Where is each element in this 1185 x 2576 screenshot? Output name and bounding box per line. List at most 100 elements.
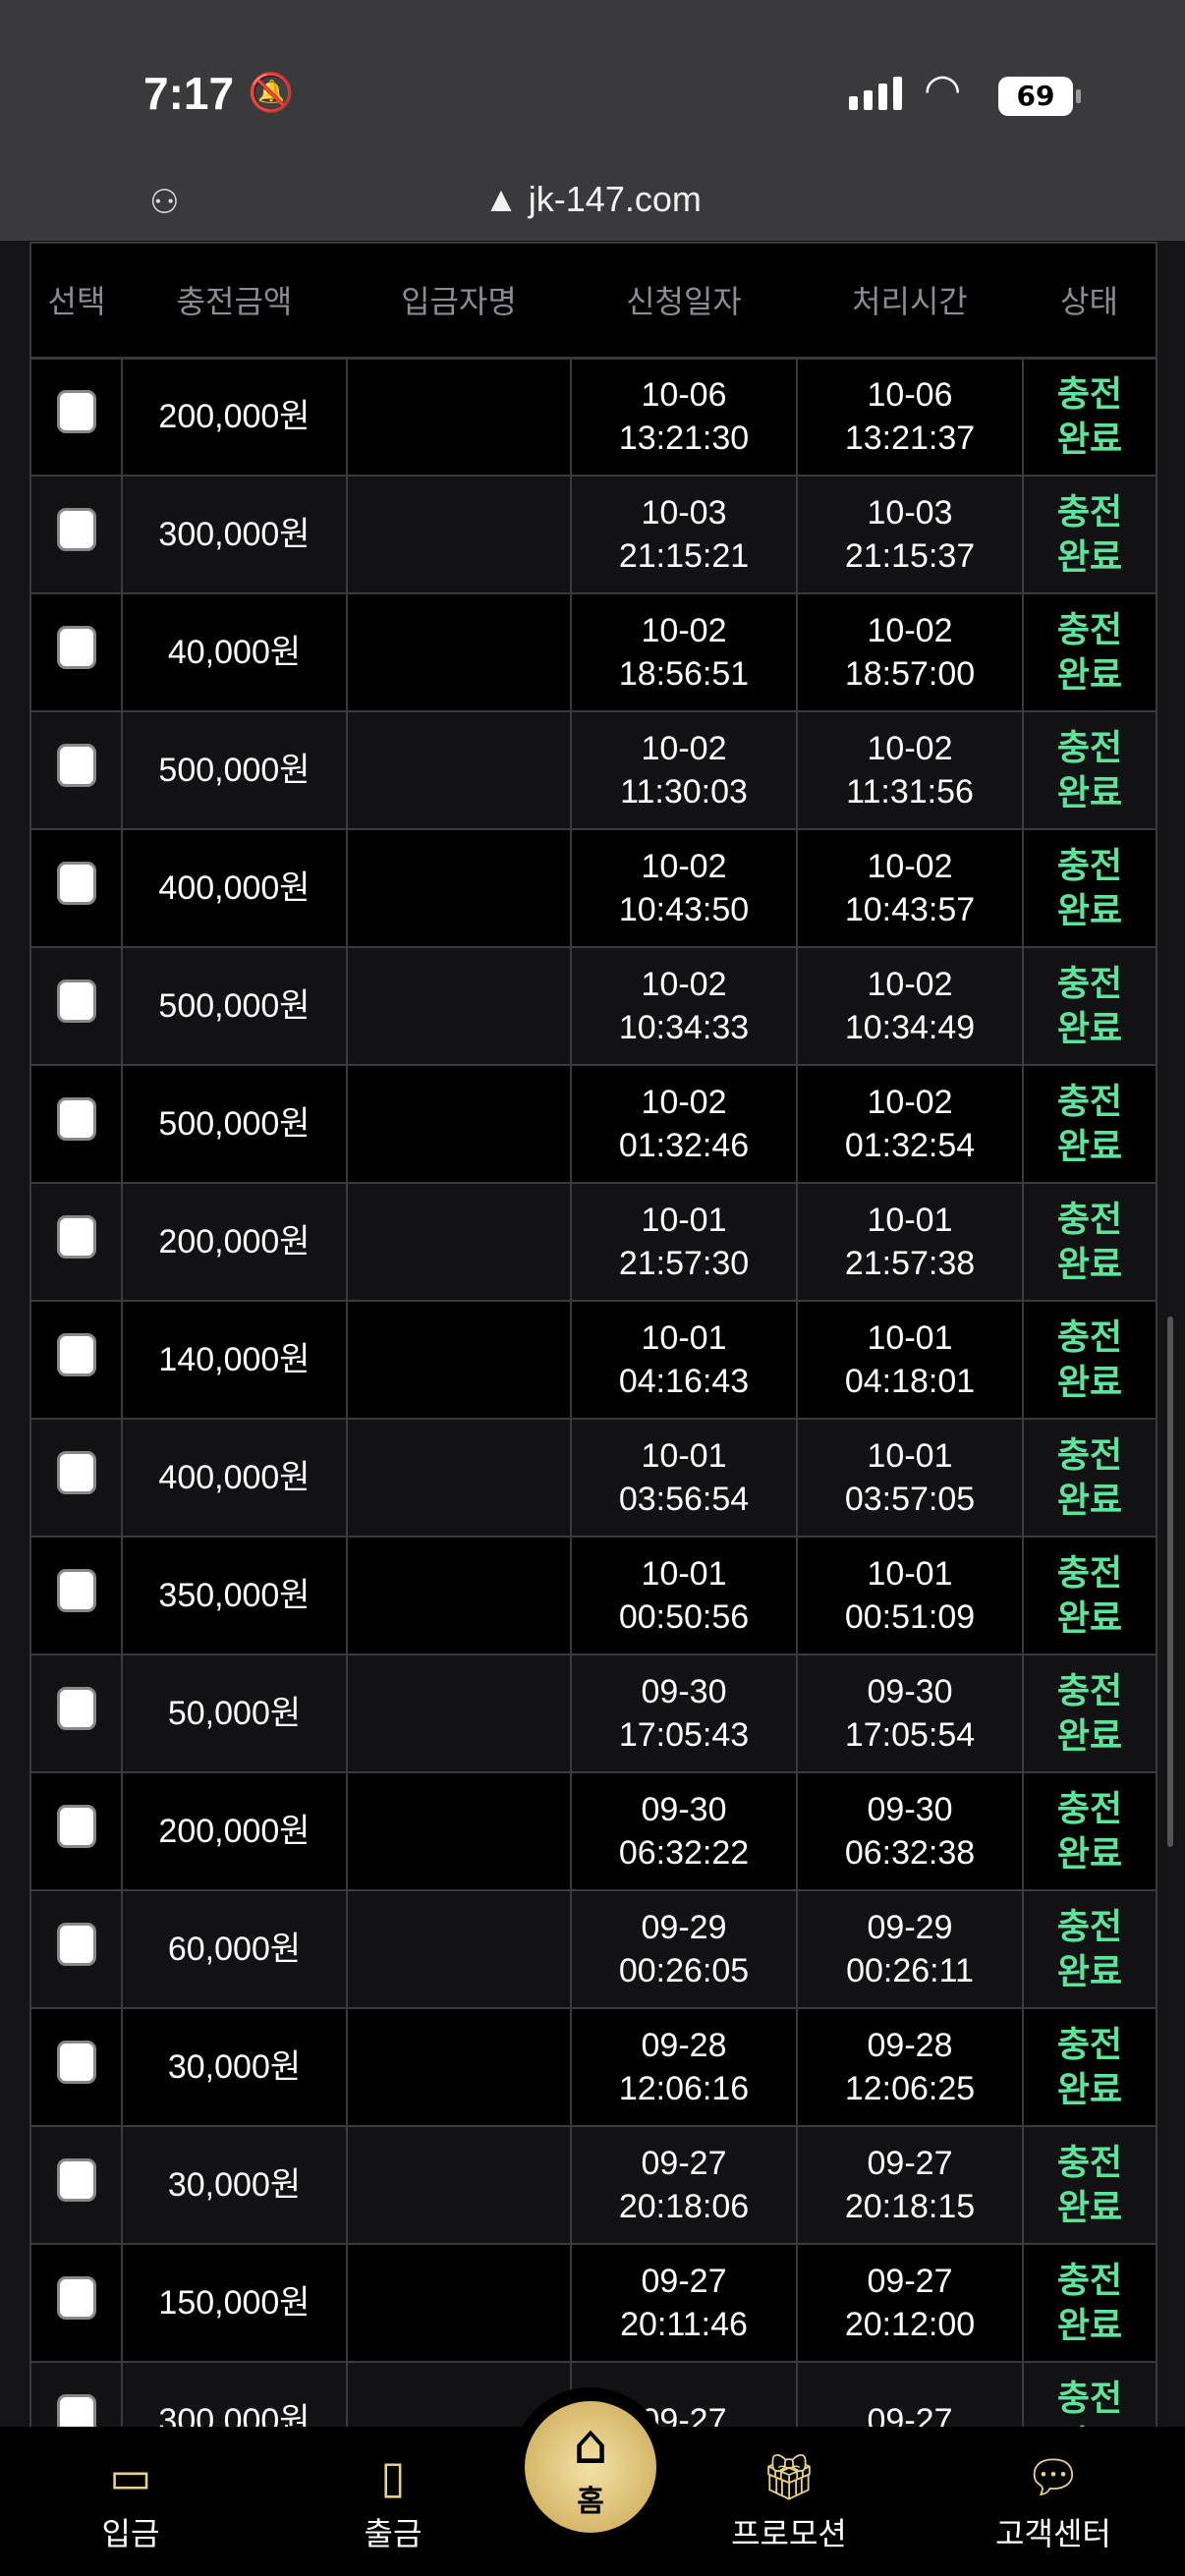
status-badge: 충전 완료 (1022, 475, 1157, 594)
select-checkbox[interactable] (56, 507, 96, 551)
select-checkbox[interactable] (56, 1096, 96, 1141)
select-cell (29, 592, 123, 712)
select-cell (29, 1653, 123, 1773)
date: 10-02 (641, 1084, 727, 1121)
date: 09-30 (641, 1673, 727, 1710)
table-row: 30,000원 09-28 12:06:16 09-28 12:06:25 충전 완… (29, 2007, 1157, 2127)
select-checkbox[interactable] (56, 979, 96, 1023)
time: 21:15:37 (844, 537, 976, 575)
select-checkbox[interactable] (56, 2157, 96, 2202)
select-checkbox[interactable] (56, 1450, 96, 1494)
select-checkbox[interactable] (56, 1214, 96, 1259)
request-date-cell: 10-02 10:43:50 (570, 828, 798, 948)
time: 06:32:22 (618, 1834, 750, 1872)
process-time-cell: 10-06 13:21:37 (796, 357, 1024, 476)
amount-cell: 500,000원 (121, 710, 348, 830)
nav-home[interactable]: ⌂ 홈 (511, 2387, 670, 2547)
date: 09-27 (867, 2263, 953, 2300)
date: 10-06 (641, 376, 727, 415)
select-checkbox[interactable] (56, 2275, 96, 2320)
date: 10-03 (867, 494, 953, 532)
date: 10-02 (867, 612, 953, 649)
status-badge: 충전 완료 (1022, 1889, 1157, 2009)
nav-support[interactable]: 💬︎ 고객센터 (955, 2450, 1152, 2554)
gift-icon: 🎁︎ (760, 2450, 818, 2503)
process-time-cell: 10-01 00:51:09 (796, 1536, 1024, 1655)
select-checkbox[interactable] (56, 625, 96, 669)
time: 01:32:54 (844, 1127, 976, 1164)
nav-withdraw[interactable]: ▯ 출금 (295, 2450, 491, 2554)
time: 00:26:11 (846, 1952, 974, 1989)
date: 10-01 (867, 1555, 953, 1593)
bottom-nav: ▭ 입금 ▯ 출금 🎁︎ 프로모션 💬︎ 고객센터 (0, 2427, 1185, 2576)
select-checkbox[interactable] (56, 1568, 96, 1612)
time: 00:50:56 (618, 1598, 750, 1636)
depositor-cell (346, 592, 572, 712)
nav-promotion[interactable]: 🎁︎ 프로모션 (691, 2450, 887, 2554)
select-checkbox[interactable] (56, 743, 96, 787)
date: 10-02 (867, 1084, 953, 1121)
select-cell (29, 1889, 123, 2009)
request-date-cell: 10-02 01:32:46 (570, 1064, 798, 1184)
time: 00:26:05 (618, 1952, 750, 1989)
date: 10-02 (641, 612, 727, 649)
time: 10:43:57 (844, 891, 976, 928)
request-date-cell: 10-01 03:56:54 (570, 1418, 798, 1538)
status-badge: 충전 완료 (1022, 2007, 1157, 2127)
header-process-time: 처리시간 (797, 243, 1023, 360)
incognito-icon[interactable]: ⚇ (149, 183, 180, 222)
time: 03:56:54 (618, 1481, 750, 1518)
process-time-cell: 10-02 11:31:56 (796, 710, 1024, 830)
select-checkbox[interactable] (56, 2040, 96, 2084)
depositor-cell (346, 2125, 572, 2245)
select-checkbox[interactable] (56, 1804, 96, 1848)
status-badge: 충전 완료 (1022, 1064, 1157, 1184)
depositor-cell (346, 475, 572, 594)
select-checkbox[interactable] (56, 389, 96, 433)
process-time-cell: 10-02 01:32:54 (796, 1064, 1024, 1184)
table-row: 40,000원 10-02 18:56:51 10-02 18:57:00 충전 완… (29, 592, 1157, 712)
depositor-cell (346, 1889, 572, 2009)
process-time-cell: 09-27 20:12:00 (796, 2243, 1024, 2363)
select-checkbox[interactable] (56, 1922, 96, 1966)
table-row: 150,000원 09-27 20:11:46 09-27 20:12:00 충전 … (29, 2243, 1157, 2363)
table-row: 500,000원 10-02 10:34:33 10-02 10:34:49 충전 … (29, 946, 1157, 1066)
date: 10-01 (867, 1437, 953, 1475)
url-text: jk-147.com (528, 179, 702, 219)
select-checkbox[interactable] (56, 861, 96, 905)
select-checkbox[interactable] (56, 1332, 96, 1376)
date: 10-02 (867, 966, 953, 1003)
process-time-cell: 10-02 10:34:49 (796, 946, 1024, 1066)
time: 03:57:05 (844, 1481, 976, 1518)
select-checkbox[interactable] (56, 1686, 96, 1730)
process-time-cell: 09-28 12:06:25 (796, 2007, 1024, 2127)
time: 11:31:56 (846, 773, 974, 811)
request-date-cell: 09-30 06:32:22 (570, 1771, 798, 1891)
process-time-cell: 09-27 20:18:15 (796, 2125, 1024, 2245)
url-bar[interactable]: ▲ jk-147.com (0, 179, 1185, 220)
time: 18:56:51 (618, 655, 750, 693)
nav-deposit[interactable]: ▭ 입금 (32, 2450, 229, 2554)
time: 20:18:15 (844, 2188, 976, 2225)
depositor-cell (346, 828, 572, 948)
scrollbar[interactable] (1167, 1316, 1173, 1847)
amount-cell: 150,000원 (121, 2243, 348, 2363)
date: 09-28 (641, 2027, 727, 2064)
request-date-cell: 10-06 13:21:30 (570, 357, 798, 476)
nav-label: 고객센터 (995, 2515, 1111, 2552)
depositor-cell (346, 357, 572, 476)
select-cell (29, 946, 123, 1066)
header-request-date: 신청일자 (571, 243, 797, 360)
status-badge: 충전 완료 (1022, 1536, 1157, 1655)
table-row: 60,000원 09-29 00:26:05 09-29 00:26:11 충전 완… (29, 1889, 1157, 2009)
table-row: 500,000원 10-02 01:32:46 10-02 01:32:54 충전 … (29, 1064, 1157, 1184)
time: 00:51:09 (844, 1598, 976, 1636)
time: 12:06:25 (844, 2070, 976, 2107)
time: 21:57:38 (844, 1245, 976, 1282)
date: 10-01 (641, 1202, 727, 1239)
amount-cell: 200,000원 (121, 1771, 348, 1891)
status-badge: 충전 완료 (1022, 1771, 1157, 1891)
date: 09-30 (641, 1791, 727, 1828)
request-date-cell: 10-01 21:57:30 (570, 1182, 798, 1302)
time: 17:05:54 (844, 1716, 976, 1754)
